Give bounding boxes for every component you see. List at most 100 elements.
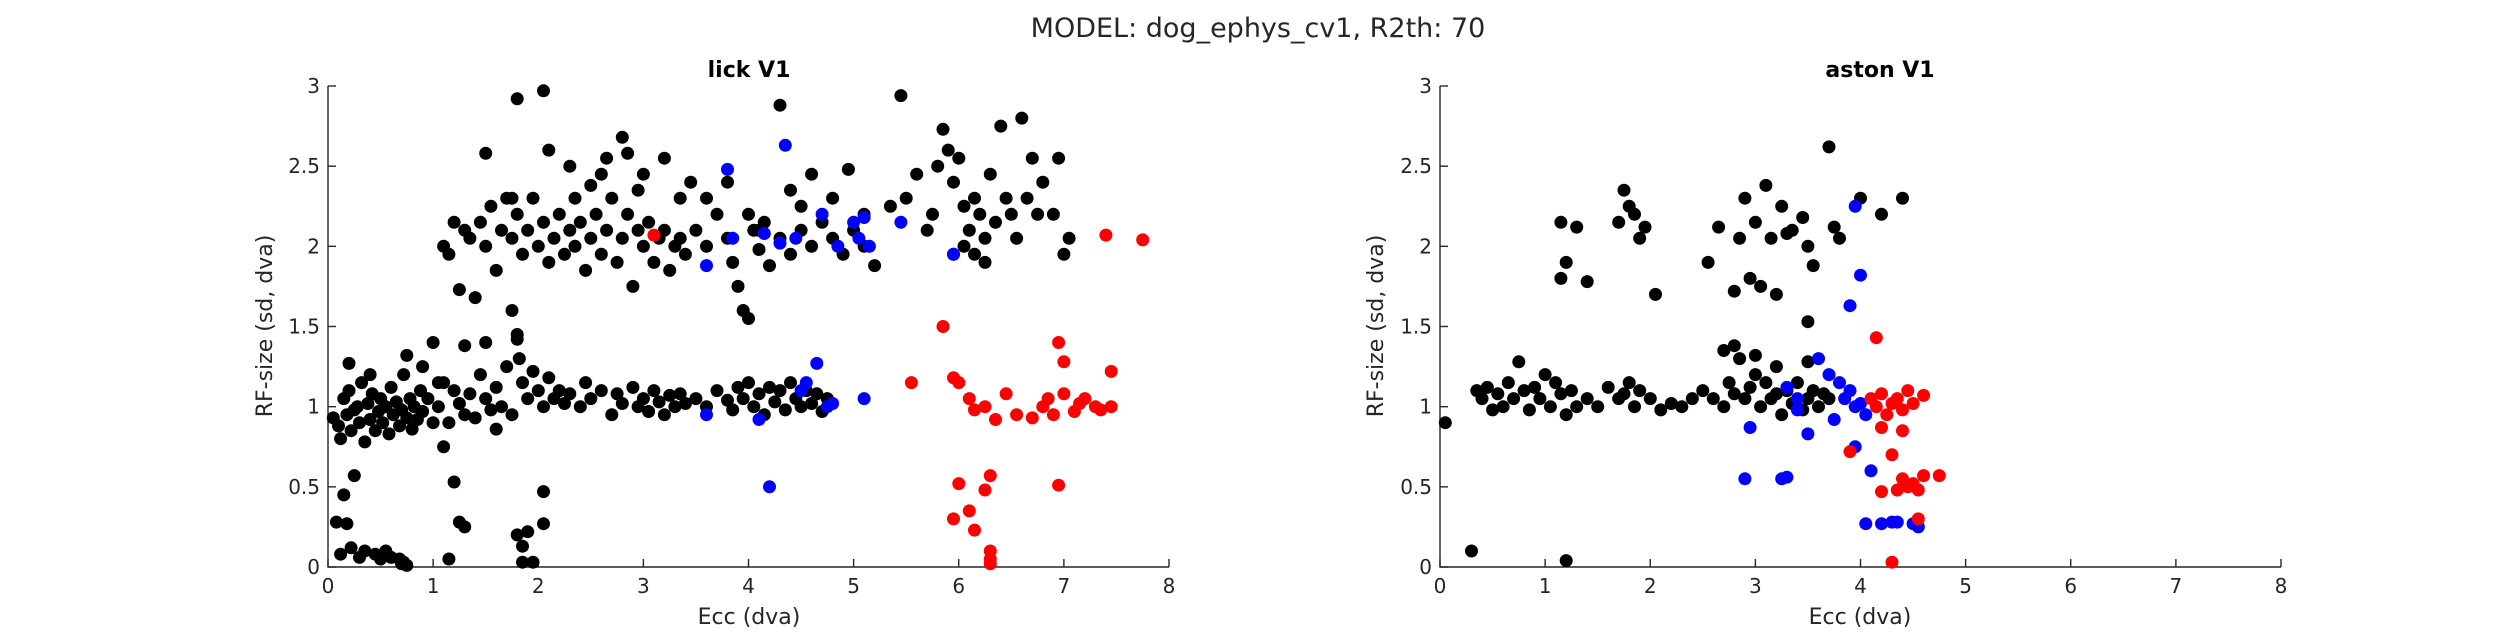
scatter-point-black: [1554, 271, 1568, 285]
scatter-point-black: [342, 384, 356, 398]
scatter-point-black: [505, 304, 519, 317]
scatter-point-black: [1538, 368, 1552, 382]
scatter-point-black: [1775, 408, 1789, 422]
scatter-point-black: [747, 400, 761, 414]
scatter-point-black: [473, 215, 487, 229]
scatter-point-black: [626, 279, 640, 293]
scatter-point-black: [615, 397, 629, 410]
scatter-point-black: [526, 364, 540, 378]
y-tick-label: 3: [1419, 74, 1432, 98]
scatter-point-blue: [1848, 199, 1862, 213]
scatter-point-red: [1885, 555, 1899, 569]
scatter-point-blue: [852, 231, 866, 245]
scatter-point-black: [442, 552, 456, 566]
scatter-point-black: [610, 255, 624, 269]
x-tick-label: 8: [2275, 574, 2288, 598]
scatter-point-black: [1628, 400, 1641, 414]
scatter-point-black: [636, 167, 650, 181]
scatter-point-black: [1896, 191, 1909, 205]
scatter-point-black: [344, 541, 358, 555]
scatter-point-black: [1475, 392, 1489, 406]
scatter-point-black: [805, 397, 819, 410]
scatter-point-red: [1099, 228, 1113, 242]
scatter-point-black: [382, 427, 396, 441]
scatter-point-black: [416, 360, 430, 374]
scatter-point-black: [678, 397, 692, 410]
y-tick-label: 0.5: [1400, 475, 1432, 499]
scatter-point-black: [1052, 151, 1066, 165]
scatter-point-black: [400, 348, 414, 362]
scatter-point-black: [1675, 400, 1689, 414]
scatter-point-black: [721, 393, 734, 407]
scatter-point-black: [678, 247, 692, 261]
scatter-point-red: [1104, 400, 1118, 414]
scatter-point-black: [531, 239, 545, 253]
scatter-point-black: [1549, 376, 1563, 390]
scatter-point-red: [1046, 408, 1060, 422]
scatter-point-black: [1706, 392, 1720, 406]
scatter-point-blue: [700, 408, 713, 422]
y-tick-label: 0.5: [288, 475, 320, 499]
scatter-point-black: [615, 231, 629, 245]
scatter-point-black: [537, 400, 550, 414]
scatter-point-black: [1833, 231, 1846, 245]
scatter-point-black: [1717, 400, 1731, 414]
scatter-point-black: [489, 380, 503, 394]
scatter-point-black: [1685, 392, 1699, 406]
scatter-point-black: [1533, 392, 1547, 406]
scatter-point-black: [631, 223, 645, 237]
scatter-point-black: [342, 356, 356, 370]
scatter-point-black: [355, 376, 369, 390]
scatter-point-black: [1790, 376, 1804, 390]
scatter-point-black: [610, 387, 624, 401]
scatter-point-blue: [1790, 403, 1804, 417]
y-tick-label: 1.5: [1400, 315, 1432, 339]
scatter-point-black: [516, 555, 529, 569]
scatter-point-black: [1743, 271, 1757, 285]
scatter-point-black: [668, 400, 682, 414]
x-tick-label: 0: [322, 574, 335, 598]
scatter-point-black: [1722, 376, 1736, 390]
y-tick-label: 1: [1419, 395, 1432, 419]
x-axis-label-lick-v1: Ecc (dva): [698, 605, 801, 630]
scatter-point-black: [447, 215, 461, 229]
scatter-point-blue: [1854, 397, 1867, 410]
scatter-point-black: [558, 397, 571, 410]
scatter-point-black: [594, 167, 608, 181]
scatter-point-black: [1638, 220, 1652, 234]
scatter-point-black: [495, 223, 508, 237]
scatter-point-black: [883, 199, 897, 213]
scatter-point-blue: [1801, 427, 1815, 441]
scatter-point-black: [1057, 247, 1071, 261]
scatter-point-black: [742, 312, 755, 325]
scatter-point-black: [363, 413, 377, 426]
scatter-point-black: [479, 239, 493, 253]
scatter-point-black: [1643, 392, 1657, 406]
scatter-point-blue: [1854, 268, 1867, 282]
scatter-point-black: [452, 397, 466, 410]
scatter-point-red: [983, 557, 997, 571]
scatter-point-blue: [726, 231, 740, 245]
scatter-point-black: [452, 283, 466, 297]
scatter-point-black: [563, 387, 577, 401]
scatter-point-black: [463, 387, 477, 401]
x-tick-label: 2: [532, 574, 545, 598]
x-axis-ticks-aston-v1: 0 1 2 3 4 5 6 7 8: [1434, 559, 2288, 598]
scatter-point-black: [1738, 392, 1752, 406]
scatter-point-black: [973, 207, 987, 221]
scatter-point-black: [926, 207, 939, 221]
scatter-point-blue: [1875, 517, 1888, 531]
scatter-point-black: [636, 239, 650, 253]
scatter-point-black: [458, 520, 472, 534]
scatter-point-blue: [1780, 380, 1794, 394]
scatter-point-black: [510, 92, 524, 106]
scatter-point-black: [1564, 384, 1578, 398]
scatter-point-black: [1822, 140, 1836, 154]
scatter-point-black: [1570, 400, 1584, 414]
scatter-point-black: [1801, 239, 1815, 253]
scatter-point-black: [516, 539, 529, 553]
y-tick-label: 1: [307, 395, 320, 419]
scatter-point-red: [1052, 478, 1066, 492]
scatter-point-black: [626, 380, 640, 394]
scatter-point-black: [600, 151, 614, 165]
